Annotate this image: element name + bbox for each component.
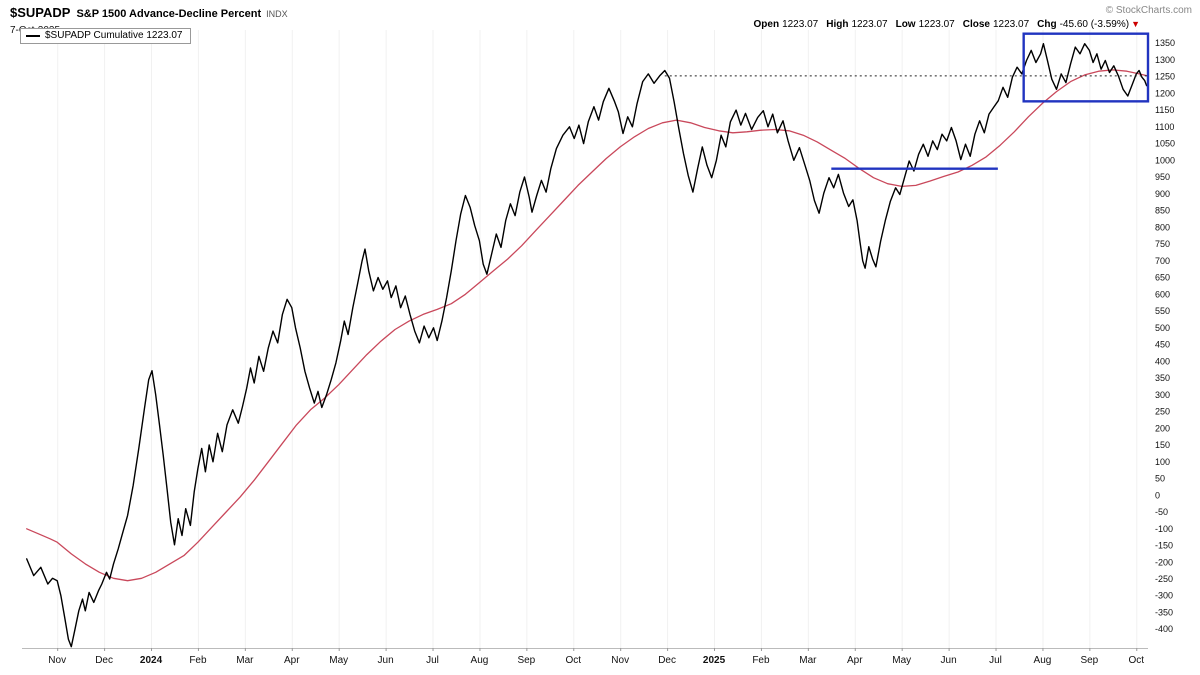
y-tick-label: -250 (1155, 574, 1173, 584)
y-tick-label: 600 (1155, 289, 1170, 299)
y-tick-label: -100 (1155, 524, 1173, 534)
low-value: 1223.07 (918, 19, 955, 30)
stockcharts-credit: © StockCharts.com (1105, 5, 1192, 16)
y-tick-label: 650 (1155, 273, 1170, 283)
y-tick-label: 700 (1155, 256, 1170, 266)
x-axis-labels: Nov Dec 2024 Feb Mar Apr May Jun Jul Aug Sep Oct Nov… (48, 648, 1144, 666)
y-axis-labels: 1350130012501200115011001050100095090085… (1155, 38, 1175, 634)
y-tick-label: 850 (1155, 206, 1170, 216)
x-tick-label: Jun (378, 655, 394, 666)
quote-line: Open 1223.07 High 1223.07 Low 1223.07 Close 122… (754, 19, 1141, 30)
y-tick-label: 1150 (1155, 105, 1174, 115)
y-tick-label: 100 (1155, 457, 1170, 467)
y-tick-label: 1350 (1155, 38, 1175, 48)
consolidation-box (1022, 32, 1150, 103)
x-tick-label: May (329, 655, 348, 666)
y-tick-label: 0 (1155, 490, 1160, 500)
symbol-label: $SUPADP (10, 5, 71, 20)
y-tick-label: 400 (1155, 356, 1170, 366)
x-tick-label: Apr (284, 655, 300, 666)
low-label: Low (895, 19, 916, 30)
cumulative-line (26, 43, 1148, 648)
y-tick-label: 900 (1155, 189, 1170, 199)
x-tick-label: Oct (1128, 655, 1144, 666)
x-tick-label: Feb (189, 655, 207, 666)
x-tick-label: Aug (471, 655, 489, 666)
y-tick-label: 1100 (1155, 122, 1174, 132)
y-tick-label: 1200 (1155, 88, 1175, 98)
chg-label: Chg (1037, 19, 1057, 30)
y-tick-label: 550 (1155, 306, 1170, 316)
x-tick-label: Dec (658, 655, 676, 666)
y-tick-label: -200 (1155, 557, 1173, 567)
close-value: 1223.07 (992, 19, 1030, 30)
x-tick-label: Jun (941, 655, 957, 666)
close-label: Close (962, 19, 990, 30)
x-tick-label: Nov (48, 655, 66, 666)
x-tick-label: Aug (1034, 655, 1052, 666)
high-value: 1223.07 (851, 19, 888, 30)
chart-title-line: $SUPADP S&P 1500 Advance-Decline Percent I… (10, 4, 288, 22)
y-tick-label: 450 (1155, 340, 1170, 350)
exchange-label: INDX (266, 9, 288, 19)
cumulative-line-swatch (26, 34, 40, 37)
x-tick-label: 2024 (140, 655, 163, 666)
y-tick-label: 350 (1155, 373, 1170, 383)
y-tick-label: 200 (1155, 423, 1170, 433)
y-tick-label: -350 (1155, 607, 1173, 617)
x-tick-label: Dec (95, 655, 113, 666)
x-tick-label: Sep (1080, 655, 1098, 666)
y-tick-label: 150 (1155, 440, 1170, 450)
x-tick-label: May (892, 655, 911, 666)
y-tick-label: -400 (1155, 624, 1173, 634)
open-label: Open (753, 19, 780, 30)
x-tick-label: Feb (752, 655, 770, 666)
y-tick-label: 800 (1155, 222, 1170, 232)
legend-label: $SUPADP Cumulative 1223.07 (45, 30, 183, 41)
x-tick-label: Apr (847, 655, 863, 666)
y-tick-label: 1050 (1155, 139, 1175, 149)
x-tick-label: 2025 (703, 655, 726, 666)
chg-value: -45.60 (-3.59%) (1059, 19, 1130, 30)
month-gridlines (57, 30, 1138, 648)
y-tick-label: -150 (1155, 541, 1173, 551)
y-tick-label: 950 (1155, 172, 1170, 182)
y-tick-label: -50 (1155, 507, 1168, 517)
chart-title: S&P 1500 Advance-Decline Percent (76, 8, 262, 20)
x-tick-label: Sep (517, 655, 535, 666)
y-tick-label: 750 (1155, 239, 1170, 249)
x-tick-label: Mar (236, 655, 254, 666)
x-tick-label: Nov (611, 655, 629, 666)
x-tick-label: Jul (426, 655, 439, 666)
y-tick-label: 250 (1155, 407, 1170, 417)
y-tick-label: 50 (1155, 474, 1165, 484)
y-tick-label: 1000 (1155, 155, 1175, 165)
down-arrow-icon: ▼ (1131, 19, 1140, 29)
open-value: 1223.07 (782, 19, 819, 30)
x-tick-label: Mar (799, 655, 817, 666)
legend-box: $SUPADP Cumulative 1223.07 (20, 28, 191, 44)
moving-average-line (26, 69, 1148, 582)
x-tick-label: Jul (989, 655, 1002, 666)
y-tick-label: 1300 (1155, 55, 1175, 65)
y-tick-label: -300 (1155, 591, 1173, 601)
y-tick-label: 300 (1155, 390, 1170, 400)
x-tick-label: Oct (565, 655, 581, 666)
y-tick-label: 500 (1155, 323, 1170, 333)
y-tick-label: 1250 (1155, 72, 1175, 82)
high-label: High (826, 19, 849, 30)
